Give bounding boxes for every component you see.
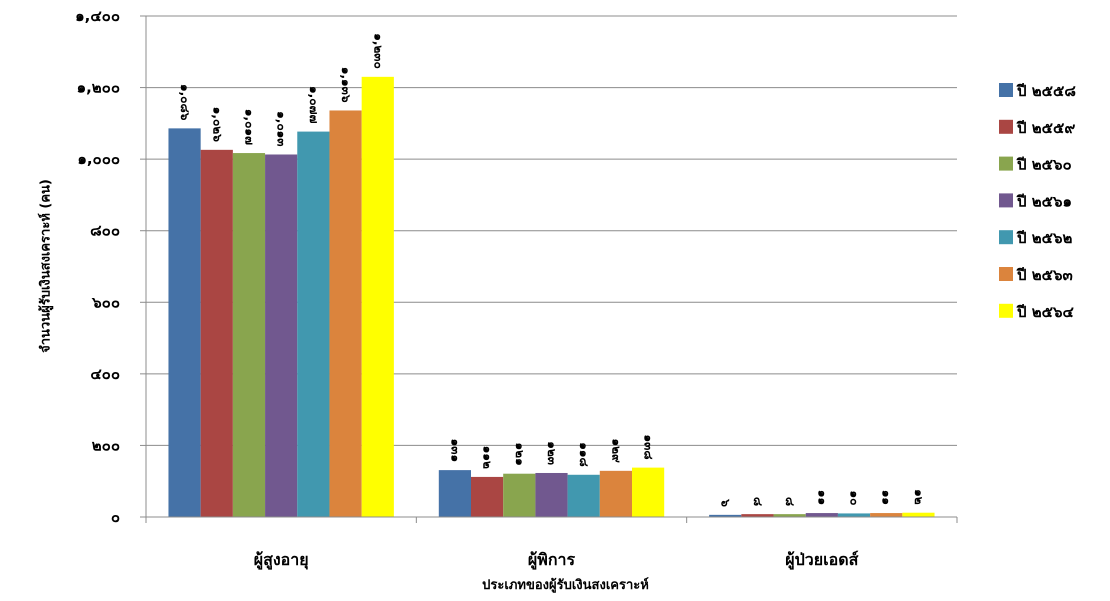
data-label: ๑,๐๑๗ (242, 109, 256, 145)
y-tick-label: ๑,๐๐๐ (77, 150, 120, 168)
data-label: ๑๒ (912, 489, 926, 505)
bar (535, 472, 568, 517)
legend-swatch (999, 267, 1013, 281)
bar (567, 474, 600, 517)
y-tick-label: ๒๐๐ (92, 436, 120, 454)
bar (438, 470, 471, 517)
bar (870, 513, 903, 517)
data-label: ๑๐ (848, 490, 862, 505)
y-tick-label: ๑,๒๐๐ (77, 79, 120, 97)
legend-swatch (999, 83, 1013, 97)
data-label: ๑,๐๘๖ (178, 84, 192, 121)
bars (168, 76, 935, 518)
y-tick-label: ๘๐๐ (90, 222, 120, 240)
bar (265, 154, 298, 517)
legend-label: ปี ๒๕๖๐ (1016, 156, 1072, 174)
legend-swatch (999, 119, 1013, 134)
data-label: ๑,๑๓๖ (339, 67, 353, 103)
y-tick-label: ๐ (111, 508, 120, 526)
legend-label: ปี ๒๕๖๑ (1016, 192, 1072, 210)
x-axis-title: ประเภทของผู้รับเงินสงเคราะห์ (482, 577, 649, 593)
data-label: ๑๒๓ (545, 441, 559, 465)
legend-label: ปี ๒๕๕๙ (1016, 119, 1075, 137)
x-category-label: ผู้สูงอายุ (254, 550, 309, 571)
legend-swatch (999, 230, 1013, 245)
data-label: ๑๓๘ (642, 435, 656, 460)
x-category-labels: ผู้สูงอายุ ผู้พิการ ผู้ป่วยเอดส์ (254, 550, 859, 571)
data-label: ๑,๐๑๓ (275, 111, 289, 146)
bar (773, 514, 806, 517)
data-label: ๑๒๙ (609, 439, 623, 464)
x-category-label: ผู้ป่วยเอดส์ (785, 550, 858, 571)
data-label: ๑,๐๒๖ (210, 107, 224, 142)
bar (837, 513, 871, 517)
data-label: ๘ (751, 497, 765, 506)
legend-label: ปี ๒๕๖๓ (1016, 266, 1073, 284)
data-label: ๘ (783, 497, 797, 506)
data-label: ๑๑ (815, 490, 829, 505)
bar (329, 110, 362, 517)
bar (232, 153, 266, 518)
y-tick-label: ๔๐๐ (90, 365, 120, 383)
bar (805, 513, 838, 517)
data-label: ๑,๒๓๐ (371, 33, 385, 69)
bar (361, 76, 394, 517)
bar (200, 149, 233, 518)
y-tick-label: ๑,๔๐๐ (75, 7, 120, 25)
legend-swatch (999, 193, 1013, 208)
y-tick-labels: ๐ ๒๐๐ ๔๐๐ ๖๐๐ ๘๐๐ ๑,๐๐๐ ๑,๒๐๐ ๑,๔๐๐ (75, 7, 120, 526)
bar (741, 514, 774, 517)
bar (709, 514, 742, 517)
data-label: ๑๑ (880, 490, 894, 505)
data-label: ๑๑๘ (577, 442, 591, 467)
data-label: ๖ (719, 498, 733, 507)
data-label: ๑,๐๗๗ (307, 86, 321, 124)
legend-label: ปี ๒๕๖๒ (1016, 229, 1072, 247)
data-label: ๑๓๑ (448, 439, 462, 462)
bar (471, 476, 504, 517)
legend-label: ปี ๒๕๖๔ (1016, 303, 1074, 321)
bar (902, 512, 935, 517)
legend-swatch (999, 303, 1013, 318)
y-tick-label: ๖๐๐ (91, 293, 120, 311)
bar (503, 473, 536, 517)
bar (632, 467, 665, 517)
bar (599, 470, 632, 517)
bar (297, 131, 330, 517)
data-label: ๑๒๑ (513, 443, 527, 466)
legend-label: ปี ๒๕๕๘ (1016, 82, 1076, 100)
axes (145, 16, 958, 523)
y-axis-title: จำนวนผู้รับเงินสงเคราะห์ (คน) (38, 179, 54, 353)
legend-swatch (999, 156, 1013, 171)
x-category-label: ผู้พิการ (528, 550, 576, 571)
data-label: ๑๑๒ (481, 446, 495, 469)
bar (168, 128, 201, 518)
